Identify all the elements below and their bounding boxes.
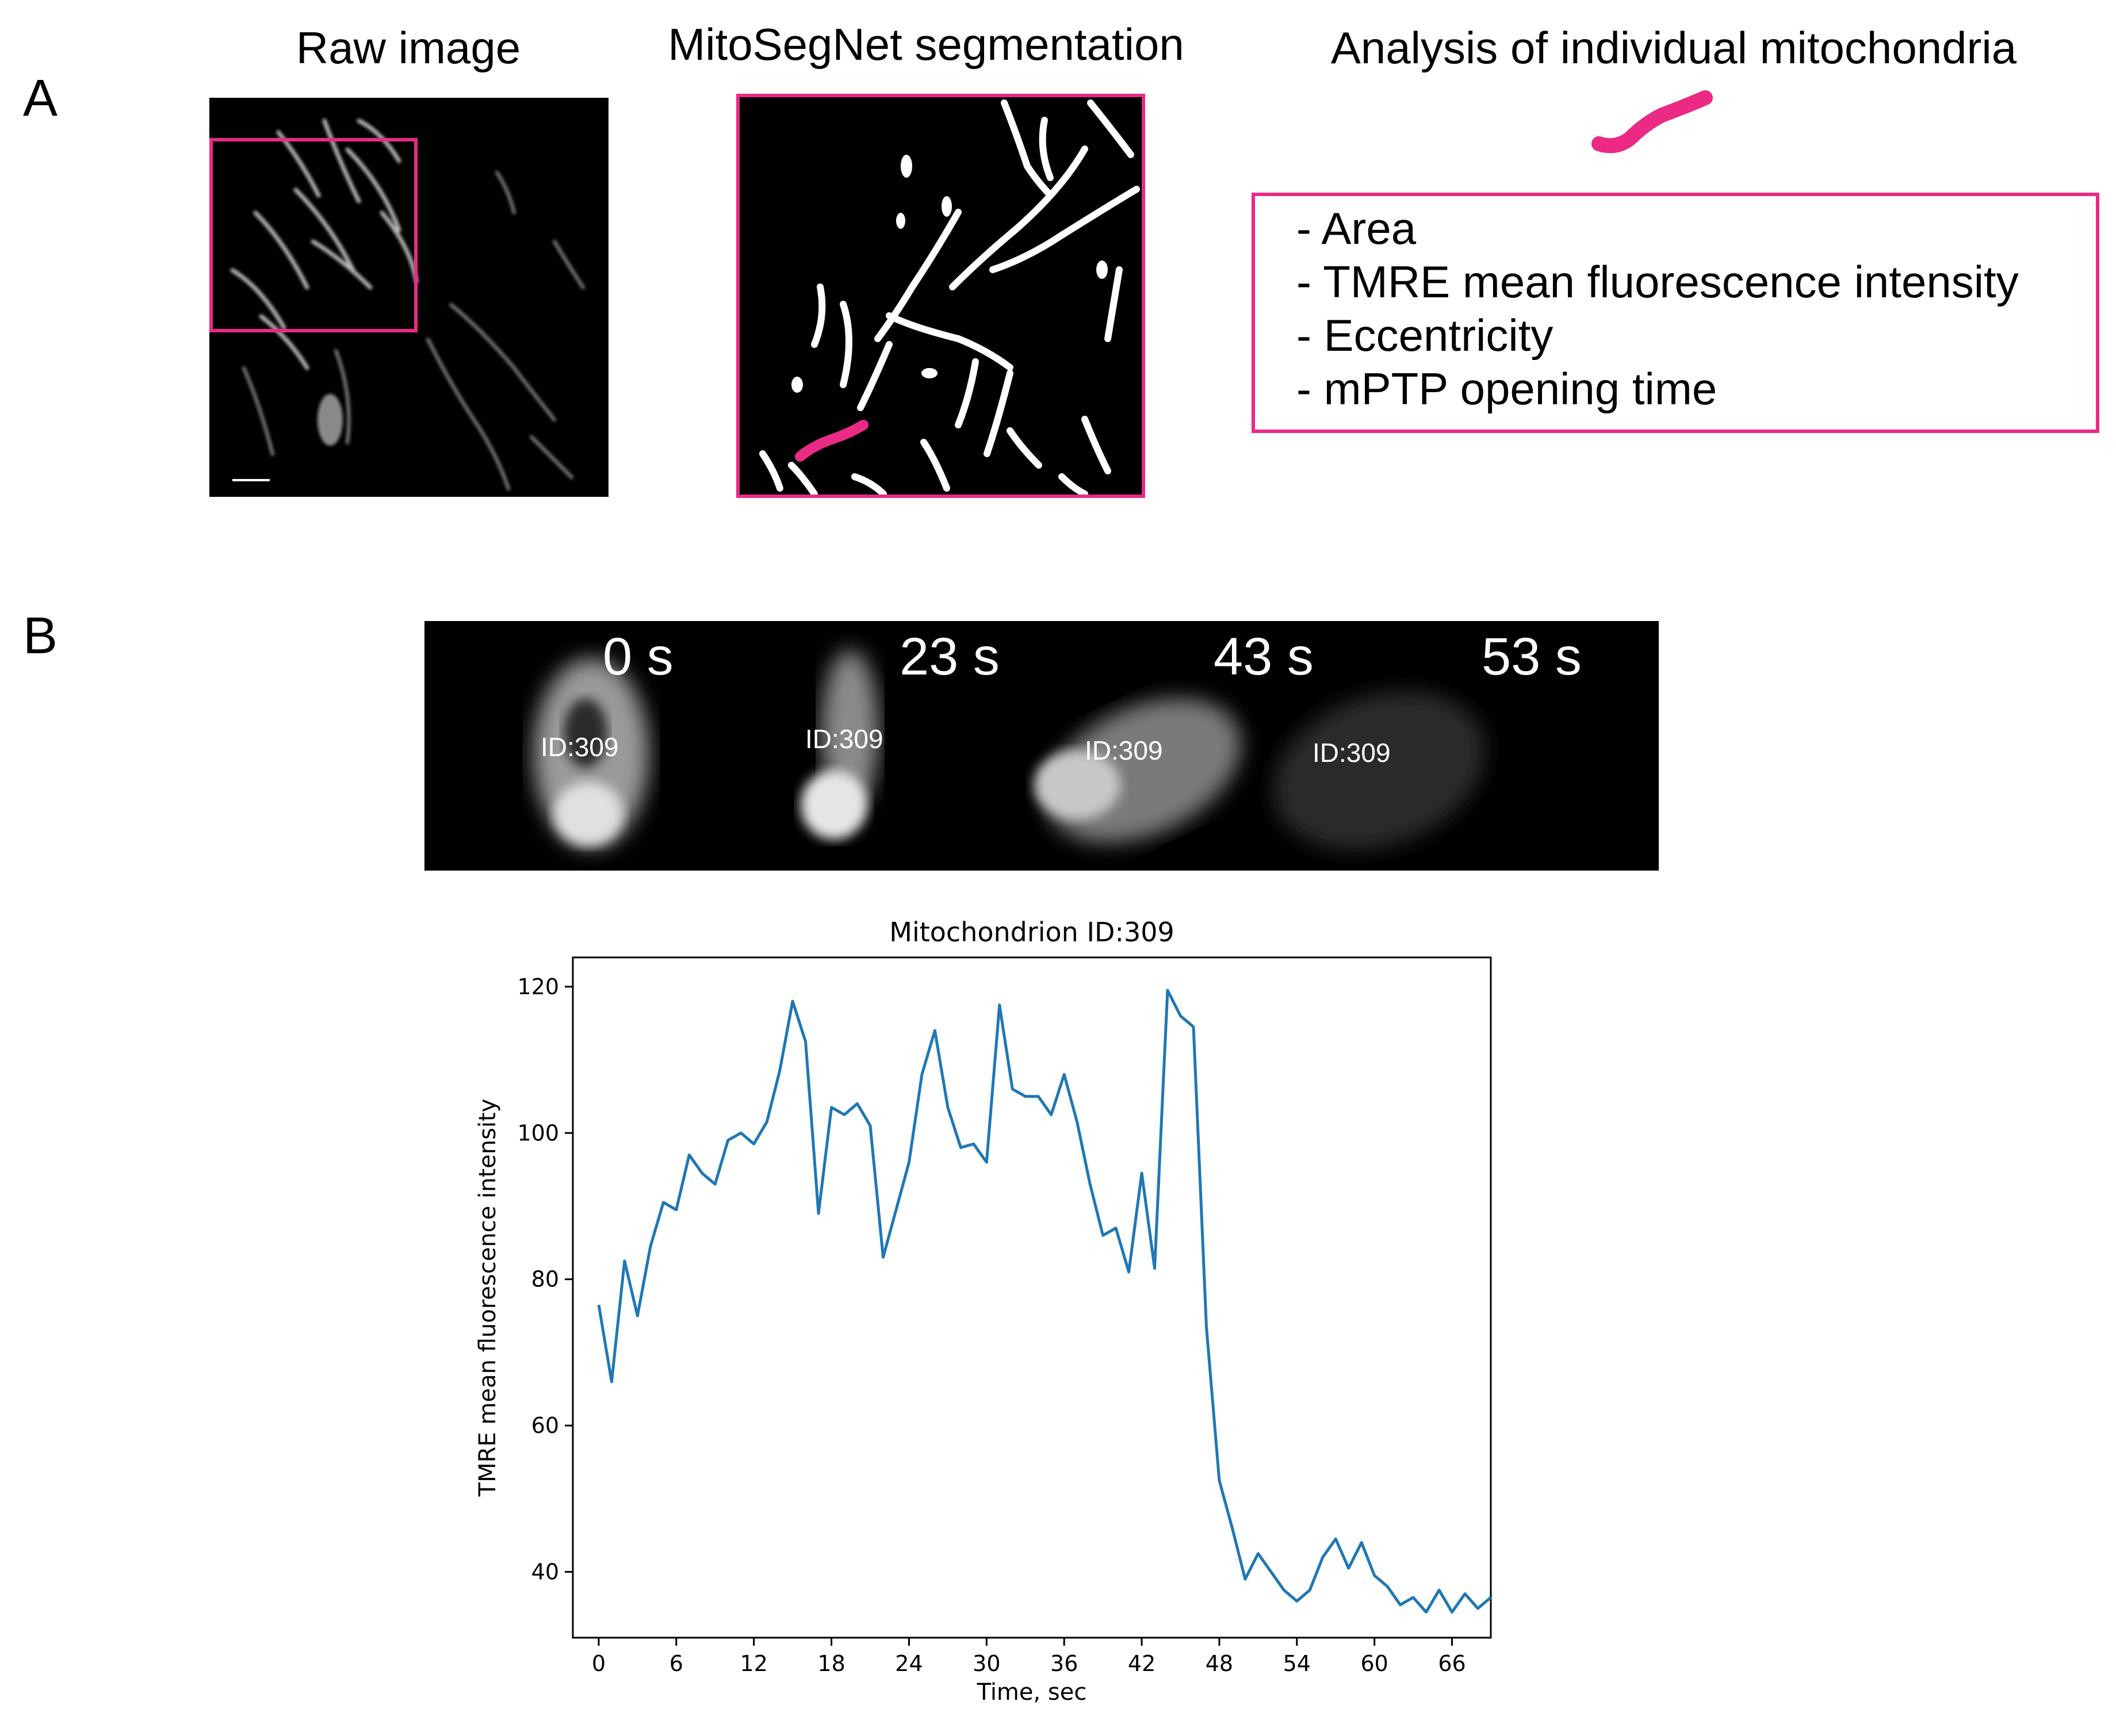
x-tick-label: 6: [669, 1651, 683, 1676]
y-tick-label: 60: [531, 1413, 559, 1438]
intensity-chart: Mitochondrion ID:309 0 6 12 18 24 30 36 42 48 54 6…: [475, 917, 1492, 1706]
frame-time-1: 0 s: [603, 627, 674, 686]
x-axis: 0 6 12 18 24 30 36 42 48 54 60 66: [592, 1638, 1466, 1676]
analysis-title: Analysis of individual mitochondria: [1330, 22, 2017, 73]
timelapse-strip: 0 s 23 s 43 s 53 s ID:309 ID:309 ID:309 …: [424, 621, 1659, 871]
frame-id-2: ID:309: [805, 724, 883, 754]
x-tick-label: 0: [592, 1651, 606, 1676]
x-tick-label: 54: [1283, 1651, 1311, 1676]
features-list-box: - Area - TMRE mean fluorescence intensit…: [1252, 193, 2099, 433]
x-tick-label: 18: [817, 1651, 845, 1676]
feature-eccentricity: - Eccentricity: [1296, 310, 1553, 361]
x-tick-label: 24: [895, 1651, 923, 1676]
raw-microscopy-image: [209, 98, 609, 497]
x-tick-label: 42: [1128, 1651, 1155, 1676]
x-tick-label: 48: [1206, 1651, 1233, 1676]
series-line: [597, 988, 1492, 1614]
x-axis-label: Time, sec: [977, 1679, 1087, 1706]
x-tick-label: 12: [740, 1651, 768, 1676]
x-tick-label: 66: [1438, 1651, 1465, 1676]
feature-mptp-opening-time: - mPTP opening time: [1296, 363, 1717, 414]
y-tick-label: 100: [517, 1120, 559, 1145]
x-tick-label: 36: [1050, 1651, 1078, 1676]
frame-time-2: 23 s: [900, 627, 1000, 686]
feature-tmre-intensity: - TMRE mean fluorescence intensity: [1296, 256, 2019, 307]
frame-id-4: ID:309: [1313, 738, 1391, 768]
frame-id-3: ID:309: [1085, 735, 1163, 765]
feature-area: - Area: [1296, 203, 1417, 254]
segmentation-title: MitoSegNet segmentation: [668, 19, 1184, 70]
frame-time-4: 53 s: [1482, 627, 1582, 686]
y-axis: 40 60 80 100 120: [517, 974, 573, 1585]
y-tick-label: 40: [531, 1559, 559, 1585]
mitochondrion-icon: [1591, 90, 1713, 154]
zoom-region-box: [209, 138, 418, 332]
x-tick-label: 30: [973, 1651, 1000, 1676]
panel-letter-b: B: [23, 607, 58, 665]
x-tick-label: 60: [1361, 1651, 1388, 1676]
y-axis-label: TMRE mean fluorescence intensity: [475, 1099, 501, 1497]
panel-letter-a: A: [23, 70, 58, 127]
segmentation-image: [736, 94, 1145, 498]
y-tick-label: 80: [531, 1267, 559, 1292]
frame-time-3: 43 s: [1214, 627, 1314, 686]
plot-frame: [572, 956, 1492, 1639]
frame-id-1: ID:309: [541, 732, 619, 762]
raw-image-title: Raw image: [296, 22, 521, 73]
y-tick-label: 120: [517, 974, 559, 999]
chart-title: Mitochondrion ID:309: [889, 917, 1174, 948]
